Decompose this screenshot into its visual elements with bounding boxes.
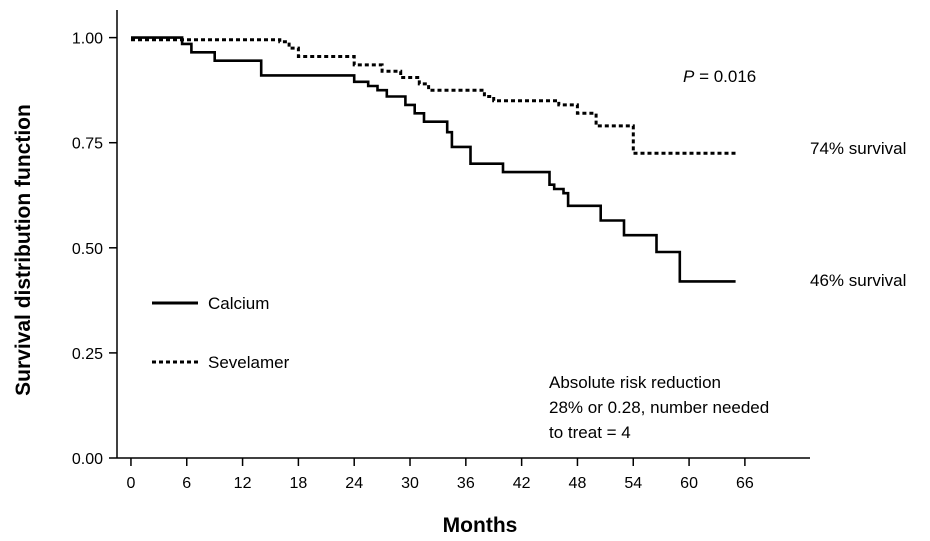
risk-reduction-line-2: 28% or 0.28, number needed (549, 398, 769, 417)
series-line-calcium (131, 36, 736, 283)
x-ticks: 0 6 12 18 24 30 36 42 48 54 60 66 (126, 458, 754, 492)
y-ticks: 0.00 0.25 0.50 0.75 1.00 (72, 31, 117, 468)
x-axis-title: Months (443, 514, 518, 537)
y-tick-label: 1.00 (72, 31, 103, 48)
x-tick-label: 42 (513, 475, 531, 492)
x-tick-label: 60 (680, 475, 698, 492)
legend-label-calcium: Calcium (208, 294, 269, 313)
x-tick-label: 30 (401, 475, 419, 492)
series-layer (131, 36, 736, 283)
x-tick-label: 36 (457, 475, 475, 492)
legend-label-sevelamer: Sevelamer (208, 353, 290, 372)
x-tick-label: 12 (234, 475, 252, 492)
y-axis-title: Survival distribution function (12, 104, 35, 396)
y-tick-label: 0.50 (72, 241, 103, 258)
y-tick-label: 0.00 (72, 451, 103, 468)
x-tick-label: 6 (182, 475, 191, 492)
x-tick-label: 48 (569, 475, 587, 492)
p-value-symbol: P (683, 67, 695, 86)
end-label-sevelamer: 74% survival (810, 139, 906, 158)
p-value-annotation: P = 0.016 (683, 67, 756, 86)
risk-reduction-line-1: Absolute risk reduction (549, 373, 721, 392)
x-tick-label: 54 (624, 475, 642, 492)
x-tick-label: 0 (126, 475, 135, 492)
x-tick-label: 66 (736, 475, 754, 492)
x-tick-label: 18 (289, 475, 307, 492)
risk-reduction-line-3: to treat = 4 (549, 423, 631, 442)
series-line-sevelamer (131, 38, 736, 155)
legend: Calcium Sevelamer (152, 294, 290, 372)
p-value-text: = 0.016 (694, 67, 756, 86)
y-tick-label: 0.25 (72, 346, 103, 363)
x-tick-label: 24 (345, 475, 363, 492)
y-tick-label: 0.75 (72, 136, 103, 153)
end-label-calcium: 46% survival (810, 271, 906, 290)
